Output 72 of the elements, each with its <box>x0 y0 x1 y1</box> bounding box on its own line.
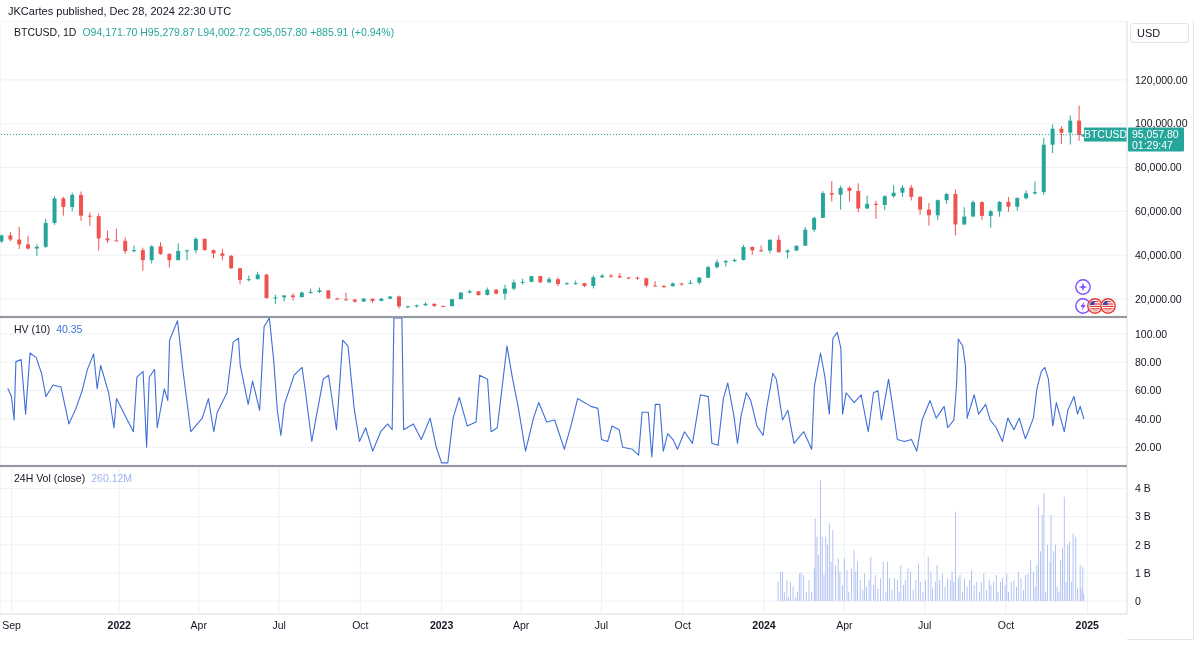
candlestick <box>856 182 861 213</box>
candlestick <box>26 235 31 251</box>
x-tick-label: Jul <box>594 619 609 632</box>
candlestick <box>979 200 984 221</box>
candlestick <box>803 226 808 247</box>
candlestick <box>87 212 92 227</box>
x-tick-label: Sep <box>2 619 21 632</box>
candlestick <box>935 198 940 221</box>
candlestick <box>114 228 119 242</box>
x-tick-label: 2022 <box>107 619 132 632</box>
y-tick-label: 4 B <box>1135 482 1151 495</box>
annotation: BTCUSD <box>1083 128 1128 141</box>
y-tick-label: 20,000.00 <box>1135 292 1182 305</box>
text: BTCUSD, 1D <box>14 26 77 38</box>
y-tick-label: 3 B <box>1135 510 1151 523</box>
x-tick-label: Apr <box>836 619 854 632</box>
text: HV (10) <box>14 323 51 335</box>
text: JKCartes published, Dec 28, 2024 22:30 UTC <box>8 5 232 17</box>
candlestick <box>547 276 552 284</box>
candlestick <box>43 218 48 249</box>
candlestick <box>61 196 66 217</box>
candlestick <box>140 247 145 272</box>
candlestick <box>873 200 878 220</box>
y-tick-label: 40,000.00 <box>1135 248 1182 261</box>
candlestick <box>918 195 923 216</box>
text: 01:29:47 <box>1132 138 1174 151</box>
text: 40.35 <box>56 323 83 335</box>
candlestick <box>96 212 101 252</box>
x-tick-label: Oct <box>352 619 369 632</box>
y-tick-label: 60,000.00 <box>1135 205 1182 218</box>
y-tick-label: 80,000.00 <box>1135 161 1182 174</box>
y-tick-label: 60.00 <box>1135 384 1162 397</box>
candlestick <box>829 180 834 202</box>
x-tick-label: Jul <box>272 619 286 632</box>
y-tick-label: 100,000.00 <box>1135 117 1188 130</box>
x-tick-label: 2025 <box>1075 619 1100 632</box>
y-tick-label: 0 <box>1135 594 1141 607</box>
y-tick-label: 100.00 <box>1135 327 1168 340</box>
candlestick <box>653 280 658 287</box>
y-tick-label: 120,000.00 <box>1135 73 1188 86</box>
candlestick <box>661 284 666 289</box>
candlestick <box>264 273 269 300</box>
candlestick <box>503 284 507 301</box>
y-tick-label: 1 B <box>1135 566 1151 579</box>
x-tick-label: Apr <box>190 619 208 632</box>
ref-line-label: 95,057.80 <box>1132 128 1179 141</box>
candlestick <box>132 244 137 253</box>
line-series <box>7 318 1085 464</box>
y-tick-label: 2 B <box>1135 538 1151 551</box>
y-tick-label: 40.00 <box>1135 412 1162 425</box>
y-tick-label: 80.00 <box>1135 356 1162 369</box>
text: O94,171.70 H95,279.87 L94,002.72 C95,057.80 +885.91 (+0.94%) <box>82 26 395 38</box>
candlestick <box>34 243 39 257</box>
y-tick-label: 20.00 <box>1135 441 1162 454</box>
text: 260.12M <box>91 472 133 484</box>
x-tick-label: 2024 <box>752 619 776 632</box>
candlestick <box>79 191 84 222</box>
candlestick <box>70 192 75 212</box>
candlestick <box>759 244 764 253</box>
candlestick <box>608 273 613 279</box>
y-axis-title: USD <box>1137 27 1161 39</box>
candlestick <box>344 292 348 301</box>
x-tick-label: 2023 <box>429 619 454 632</box>
text: 24H Vol (close) <box>14 472 86 484</box>
x-tick-label: Oct <box>997 619 1015 632</box>
x-tick-label: Oct <box>674 619 691 632</box>
candlestick <box>564 281 569 286</box>
x-tick-label: Apr <box>512 619 530 632</box>
candlestick <box>838 185 843 211</box>
candlestick <box>185 249 190 261</box>
candlestick <box>291 292 295 301</box>
x-tick-label: Jul <box>918 619 932 632</box>
